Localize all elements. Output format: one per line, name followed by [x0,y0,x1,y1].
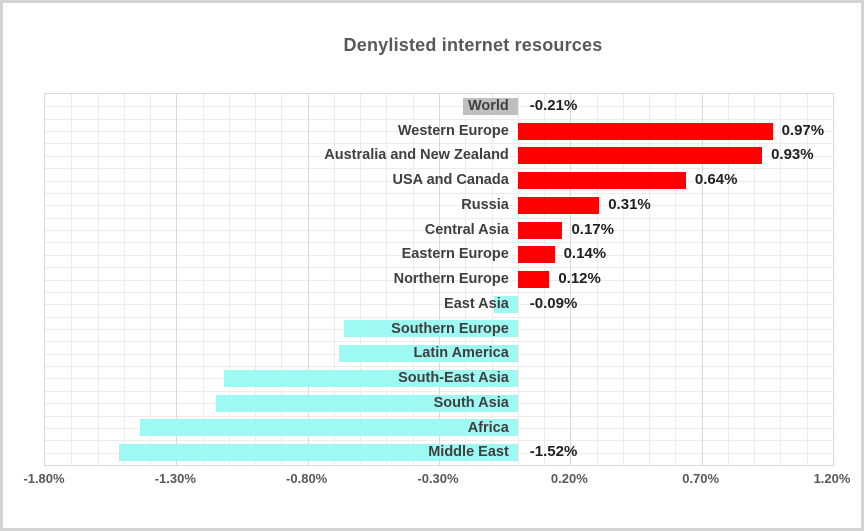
value-label: 0.93% [771,146,814,164]
value-label: 0.14% [563,245,607,263]
bar [494,295,518,313]
value-label: 0.97% [781,121,825,139]
bar [517,147,763,165]
value-label: -1.52% [529,443,578,461]
category-label: Africa [467,419,509,436]
bar [462,97,518,115]
category-label: Middle East [428,444,509,461]
x-axis-tick-label: 0.70% [682,471,720,486]
gridline-major-vertical [176,94,178,465]
x-axis-tick-label: -1.80% [23,471,65,486]
value-label: 0.12% [558,270,601,288]
category-label: Russia [461,196,509,213]
category-label: Latin America [413,345,509,362]
bar [339,345,518,363]
bar [517,246,555,264]
bar [344,320,518,338]
value-label: 0.17% [571,220,614,238]
gridline-major-vertical [307,94,309,465]
gridline-major-vertical [439,94,440,465]
bar [139,419,518,437]
bar [215,394,518,412]
value-label: 0.31% [608,195,651,213]
value-label: -0.09% [529,294,578,312]
category-label: USA and Canada [392,172,509,189]
bar [517,196,600,214]
category-label: East Asia [444,295,509,312]
value-label: 0.64% [694,171,738,189]
bar [517,221,563,239]
category-label: Southern Europe [391,320,509,337]
x-axis: -1.80% -1.30% -0.80% -0.30% 0.20% 0.70% 1.20% [23,471,850,491]
bar [223,369,518,387]
category-label: World [467,98,509,114]
x-axis-tick-label: -1.30% [154,471,196,486]
plot-area: World -0.21% Western Europe 0.97% Australia … [44,93,834,466]
category-label: South-East Asia [398,370,509,387]
bar [517,122,773,140]
gridline-major-vertical [570,94,572,465]
bar [118,444,518,462]
x-axis-tick-label: -0.80% [286,471,328,486]
bar [517,172,686,190]
gridline-major-vertical [701,94,703,465]
category-label: South Asia [433,394,509,411]
value-label: -0.21% [529,97,578,114]
x-axis-tick-label: -0.30% [417,471,459,486]
category-label: Western Europe [397,122,509,139]
category-label: Northern Europe [393,271,509,288]
category-label: Central Asia [424,221,509,238]
category-label: Australia and New Zealand [324,147,509,164]
bar [517,271,550,288]
chart-title: Denylisted internet resources [343,35,603,55]
category-label: Eastern Europe [401,246,509,263]
x-axis-tick-label: 0.20% [550,471,588,486]
x-axis-tick-label: 1.20% [813,471,851,486]
